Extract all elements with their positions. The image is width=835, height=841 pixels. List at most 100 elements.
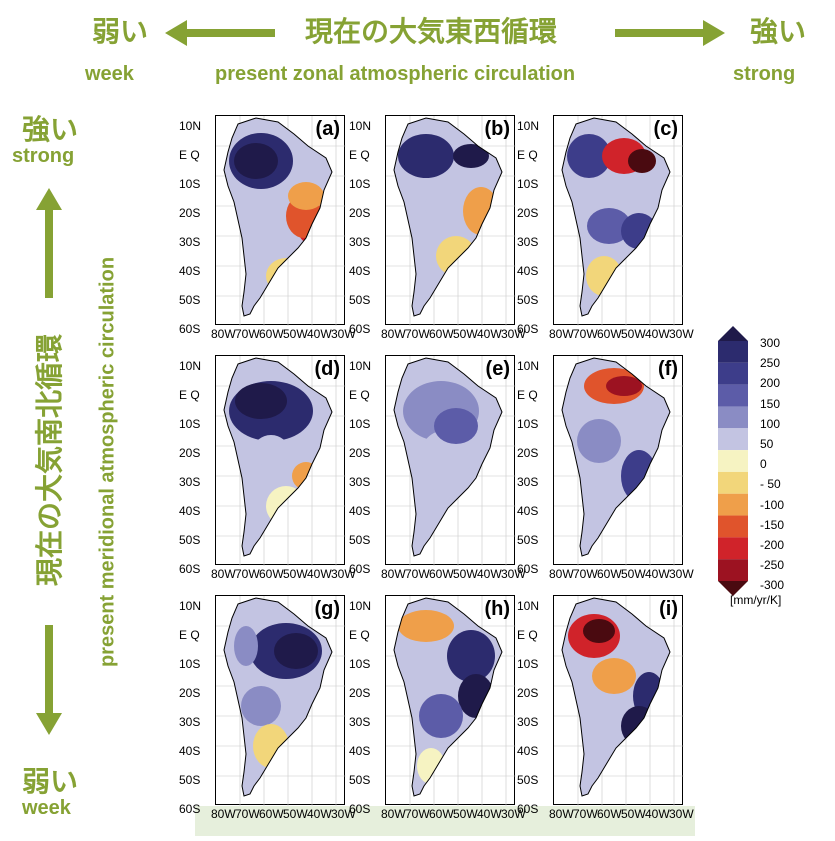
colorbar-tick-label: 300: [760, 336, 781, 350]
lat-tick-label: 30S: [517, 235, 539, 249]
lon-tick-label: 30W: [669, 327, 694, 341]
lat-tick-label: E Q: [349, 628, 370, 642]
lon-tick-label: 40W: [477, 327, 502, 341]
lat-tick-label: 20S: [349, 446, 371, 460]
lon-tick-label: 80W: [211, 567, 236, 581]
lat-tick-label: 30S: [349, 475, 371, 489]
south-america-map: [386, 356, 516, 566]
lon-tick-label: 60W: [597, 807, 622, 821]
panel-label: (d): [314, 358, 340, 380]
weak-label-jp: 弱い: [92, 16, 149, 47]
lat-tick-label: 30S: [179, 235, 201, 249]
lon-tick-label: 80W: [381, 327, 406, 341]
panel-label: (c): [653, 118, 678, 140]
arrow-right-icon: [615, 20, 725, 46]
lat-tick-label: 60S: [179, 802, 201, 816]
colorbar-tick-label: -300: [760, 578, 785, 593]
colorbar-swatch: [718, 471, 748, 494]
lat-tick-label: 20S: [179, 686, 201, 700]
panel-label: (a): [315, 118, 340, 140]
colorbar-units: [mm/yr/K]: [730, 593, 782, 607]
arrow-left-icon: [165, 20, 275, 46]
lon-tick-label: 40W: [645, 567, 670, 581]
lon-tick-label: 70W: [405, 327, 430, 341]
meridional-title-en: present meridional atmospheric circulati…: [96, 256, 119, 668]
south-america-map: [216, 596, 346, 806]
lat-tick-label: 30S: [349, 715, 371, 729]
lat-tick-label: 40S: [517, 744, 539, 758]
lat-tick-label: E Q: [517, 388, 538, 402]
lon-tick-label: 40W: [645, 327, 670, 341]
lon-tick-label: 30W: [331, 807, 356, 821]
lat-tick-label: 40S: [517, 264, 539, 278]
colorbar-swatch: [718, 537, 748, 560]
colorbar-tick-label: 0: [760, 457, 767, 472]
lat-tick-label: 10N: [517, 359, 540, 373]
lon-tick-label: 50W: [621, 807, 646, 821]
lon-tick-label: 40W: [307, 327, 332, 341]
lon-tick-label: 50W: [453, 327, 478, 341]
lat-tick-label: 10N: [517, 599, 540, 613]
lat-tick-label: 60S: [349, 322, 371, 336]
lat-tick-label: 40S: [349, 264, 371, 278]
panel-label: (i): [659, 598, 678, 620]
lon-tick-label: 30W: [669, 807, 694, 821]
lat-tick-label: 60S: [517, 802, 539, 816]
lat-tick-label: E Q: [349, 388, 370, 402]
lon-tick-label: 70W: [235, 567, 260, 581]
lat-tick-label: E Q: [517, 148, 538, 162]
map-panel: (g): [215, 595, 346, 806]
lat-tick-label: 50S: [179, 773, 201, 787]
colorbar-swatch: [718, 362, 748, 385]
lon-tick-label: 70W: [573, 807, 598, 821]
lat-tick-label: 30S: [517, 715, 539, 729]
lon-tick-label: 80W: [211, 807, 236, 821]
lat-tick-label: 50S: [179, 293, 201, 307]
colorbar-tick-label: -150: [760, 517, 785, 532]
lon-tick-label: 60W: [259, 567, 284, 581]
lon-tick-label: 60W: [429, 807, 454, 821]
panel-label: (g): [314, 598, 340, 620]
colorbar-swatch: [718, 384, 748, 407]
lat-tick-label: 60S: [179, 562, 201, 576]
lon-tick-label: 50W: [453, 807, 478, 821]
map-panel: (b): [385, 115, 516, 326]
lon-tick-label: 60W: [429, 567, 454, 581]
colorbar-swatch: [718, 428, 748, 451]
lat-tick-label: 40S: [349, 744, 371, 758]
lat-tick-label: 30S: [179, 475, 201, 489]
colorbar-tick-label: - 50: [760, 477, 781, 492]
colorbar-swatch: [718, 559, 748, 581]
lat-tick-label: 30S: [349, 235, 371, 249]
zonal-title-en: present zonal atmospheric circulation: [215, 63, 576, 85]
map-panel: (e): [385, 355, 516, 566]
lat-tick-label: 10S: [349, 177, 371, 191]
lon-tick-label: 70W: [573, 567, 598, 581]
lon-tick-label: 30W: [331, 327, 356, 341]
panel-label: (b): [484, 118, 510, 140]
colorbar-tick-label: 200: [760, 376, 781, 391]
lat-tick-label: 20S: [349, 206, 371, 220]
south-america-map: [386, 596, 516, 806]
colorbar-tick-label: -200: [760, 538, 785, 552]
panel-label: (f): [658, 358, 678, 380]
lon-tick-label: 60W: [259, 327, 284, 341]
lat-tick-label: 30S: [179, 715, 201, 729]
panel-label: (e): [485, 358, 510, 380]
colorbar-tick-label: -250: [760, 558, 785, 573]
lat-tick-label: 60S: [517, 322, 539, 336]
lon-tick-label: 80W: [211, 327, 236, 341]
lon-tick-label: 60W: [597, 327, 622, 341]
lon-tick-label: 60W: [429, 327, 454, 341]
lat-tick-label: 60S: [349, 562, 371, 576]
lon-tick-label: 50W: [453, 567, 478, 581]
lat-tick-label: 10S: [179, 657, 201, 671]
lat-tick-label: 60S: [349, 802, 371, 816]
lat-tick-label: 10N: [179, 119, 202, 133]
colorbar-swatch: [718, 406, 748, 429]
map-panel: (f): [553, 355, 684, 566]
colorbar-tick-label: 250: [760, 356, 781, 371]
lat-tick-label: 30S: [517, 475, 539, 489]
lat-tick-label: 10S: [349, 417, 371, 431]
lat-tick-label: E Q: [349, 148, 370, 162]
